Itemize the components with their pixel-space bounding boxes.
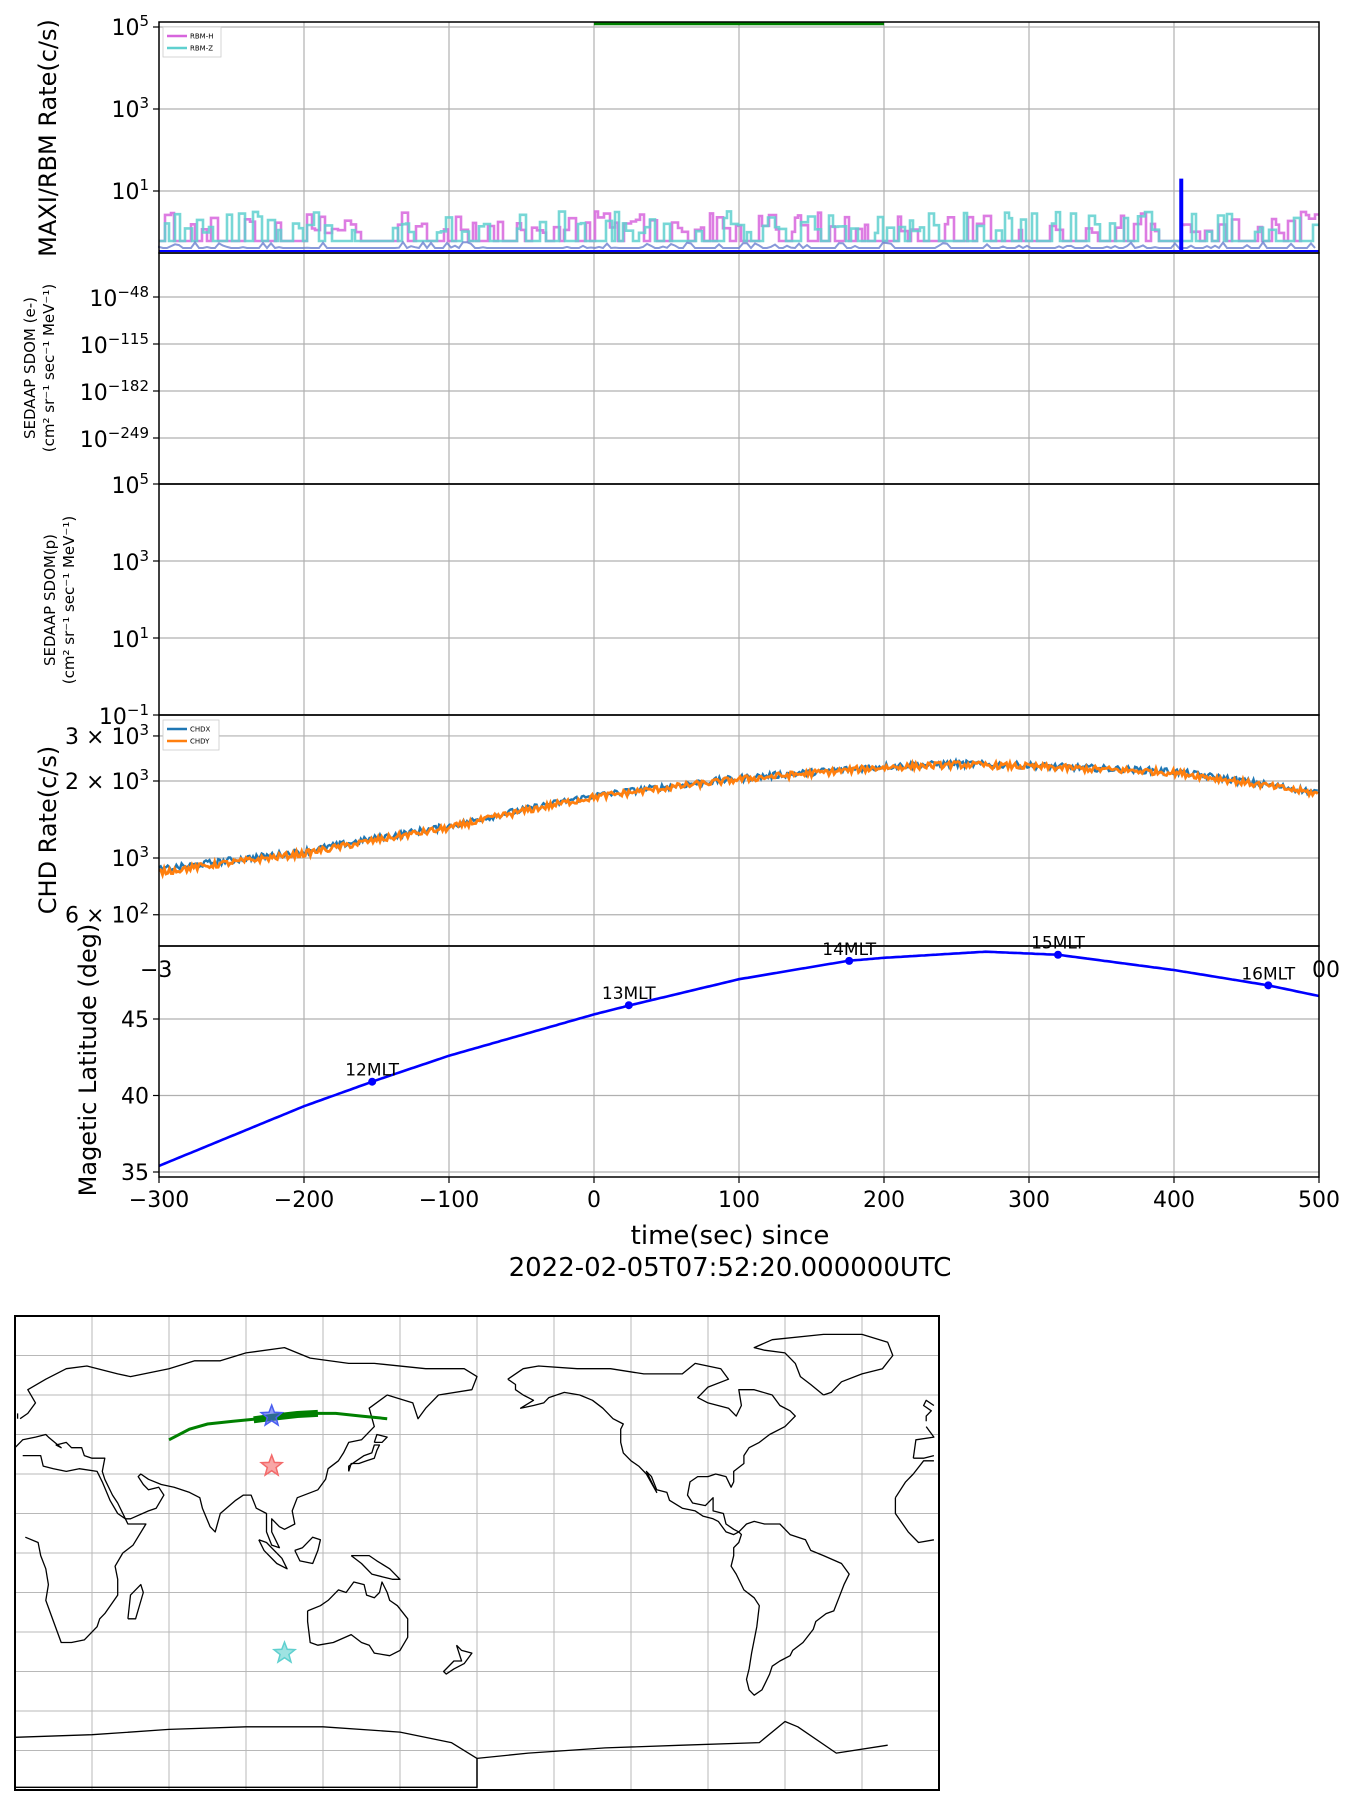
coastline xyxy=(348,1444,381,1472)
coastline xyxy=(753,1333,894,1396)
y-tick-label: 45 xyxy=(121,1008,149,1033)
legend: RBM-H RBM-Z xyxy=(162,26,222,58)
y-tick-label: 105 xyxy=(111,470,149,499)
coastline xyxy=(306,1581,409,1657)
y-tick-label: 35 xyxy=(121,1161,149,1186)
mlt-label: 15MLT xyxy=(1031,934,1085,954)
y-tick-label: 103 xyxy=(111,843,149,872)
mlt-marker xyxy=(368,1077,377,1086)
world-map-panel xyxy=(14,1315,940,1791)
y-tick-label: 101 xyxy=(111,176,149,205)
legend-box xyxy=(162,719,220,751)
y-tick-label: 10−182 xyxy=(80,377,149,406)
x-tick-label: 200 xyxy=(863,1188,905,1213)
star-marker xyxy=(271,1639,298,1664)
coastline xyxy=(22,1454,935,1644)
y-tick-label: 101 xyxy=(111,624,149,653)
y-tick-label: 10−115 xyxy=(80,330,149,359)
coastline xyxy=(294,1536,322,1565)
y-tick-label: 10−249 xyxy=(80,424,149,453)
legend-label: CHDX xyxy=(190,726,211,734)
legend-label: RBM-Z xyxy=(190,45,213,53)
map-coastlines xyxy=(14,1333,935,1789)
map-frame xyxy=(14,1315,940,1791)
y-axis-label: CHD Rate(c/s) xyxy=(34,746,62,914)
coastline xyxy=(350,1554,401,1580)
star-marker xyxy=(259,1452,285,1477)
legend-label: RBM-H xyxy=(190,33,214,41)
mlt-marker xyxy=(1054,950,1062,959)
mlt-label: 16MLT xyxy=(1241,964,1295,984)
x-tick-label: −300 xyxy=(129,1188,189,1213)
star-marker xyxy=(259,1402,285,1427)
mlt-label: 12MLT xyxy=(345,1061,399,1081)
coastline xyxy=(14,1346,935,1549)
y-axis-label: SEDAAP SDOM(p)(cm² sr⁻¹ sec⁻¹ MeV⁻¹) xyxy=(41,516,78,684)
overlap-tick-label: −3 xyxy=(140,958,172,983)
coastline xyxy=(442,1644,473,1675)
mlt-marker xyxy=(624,1001,633,1010)
x-tick-label: 100 xyxy=(718,1188,760,1213)
coastline xyxy=(258,1539,288,1570)
legend-box xyxy=(162,26,222,58)
y-tick-label: 6 × 102 xyxy=(65,900,149,929)
mlt-marker xyxy=(1264,981,1273,990)
x-tick-label: −200 xyxy=(274,1188,334,1213)
legend-label: CHDY xyxy=(190,738,210,746)
coastline xyxy=(730,1520,850,1696)
x-tick-label: 500 xyxy=(1298,1188,1340,1213)
coastline xyxy=(16,1399,935,1422)
coastline xyxy=(373,1433,388,1444)
mlt-label: 14MLT xyxy=(822,940,876,960)
y-tick-label: 2 × 103 xyxy=(65,766,149,795)
ground-track-window xyxy=(253,1409,319,1424)
y-tick-label: 10−48 xyxy=(89,283,149,312)
x-axis-label-date: 2022-02-05T07:52:20.000000UTC xyxy=(509,1253,952,1283)
y-axis-label: SEDAAP SDOM (e-)(cm² sr⁻¹ sec⁻¹ MeV⁻¹) xyxy=(21,284,58,452)
y-tick-label: 3 × 103 xyxy=(65,721,149,750)
y-tick-label: 103 xyxy=(111,547,149,576)
series-line-rbm-z xyxy=(159,210,1319,243)
rbm-series xyxy=(158,210,1319,250)
x-tick-label: 0 xyxy=(587,1188,601,1213)
mlt-marker xyxy=(845,956,854,965)
y-tick-label: 40 xyxy=(121,1085,149,1110)
mlt-label: 13MLT xyxy=(602,984,656,1004)
overlap-tick-label: 00 xyxy=(1312,958,1340,983)
x-axis-label: time(sec) since xyxy=(631,1221,830,1251)
legend: CHDX CHDY xyxy=(162,719,220,751)
series-line-chdy xyxy=(158,758,1319,880)
x-tick-label: −100 xyxy=(419,1188,479,1213)
series-line-maglat xyxy=(158,950,1320,1168)
x-tick-label: 300 xyxy=(1008,1188,1050,1213)
series-line-blend xyxy=(158,240,1316,250)
y-axis-label: MAXI/RBM Rate(c/s) xyxy=(34,19,62,257)
coastline xyxy=(507,1362,796,1536)
y-tick-label: 105 xyxy=(111,12,149,41)
x-tick-label: 400 xyxy=(1153,1188,1195,1213)
y-tick-label: 10−1 xyxy=(99,701,149,730)
coastline xyxy=(127,1583,144,1620)
y-axis-label: Magetic Latitude (deg) xyxy=(74,924,102,1197)
y-tick-label: 103 xyxy=(111,94,149,123)
